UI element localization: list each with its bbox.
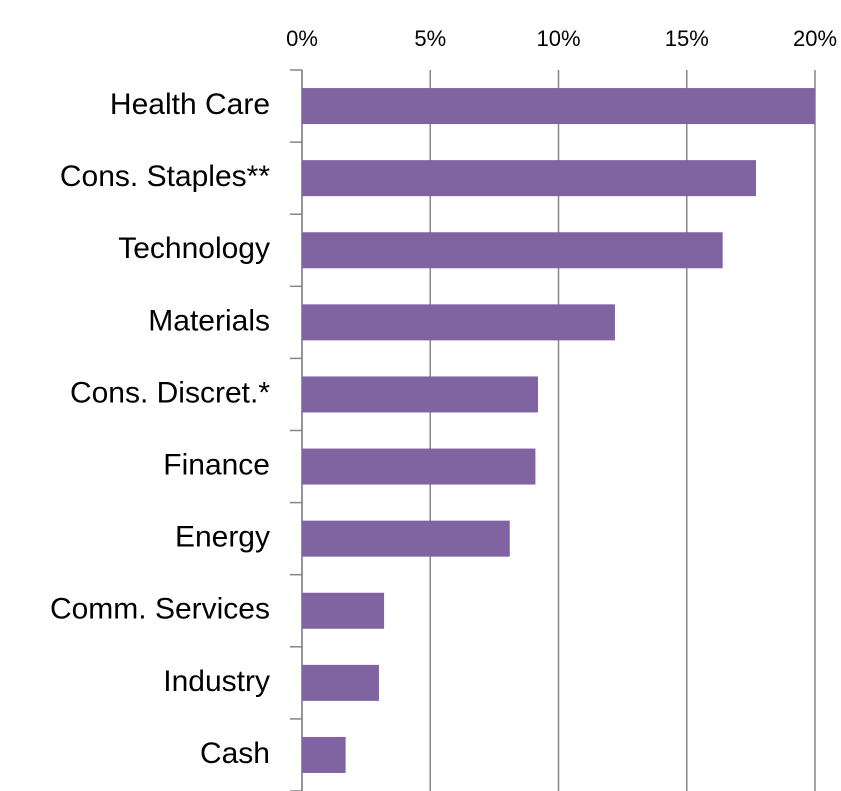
y-tick-label: Energy: [175, 521, 270, 554]
y-tick-label: Technology: [118, 232, 270, 265]
y-tick-label: Health Care: [110, 88, 270, 121]
bar: [302, 88, 815, 125]
bar: [302, 304, 615, 341]
y-tick-label: Finance: [163, 448, 270, 481]
y-tick-label: Cons. Discret.*: [70, 376, 270, 409]
bar: [302, 448, 536, 485]
x-tick-label: 5%: [414, 26, 446, 51]
y-tick-label: Materials: [148, 304, 270, 337]
bar: [302, 664, 379, 701]
bar: [302, 160, 757, 197]
y-tick-label: Industry: [163, 665, 270, 698]
bar: [302, 736, 346, 773]
x-tick-label: 20%: [793, 26, 837, 51]
bar: [302, 232, 723, 269]
y-tick-label: Cash: [200, 737, 270, 770]
bar: [302, 376, 538, 413]
x-tick-label: 0%: [286, 26, 318, 51]
bar: [302, 520, 510, 557]
y-tick-label: Cons. Staples**: [60, 160, 270, 193]
x-tick-label: 10%: [536, 26, 580, 51]
bar: [302, 592, 385, 629]
x-tick-label: 15%: [665, 26, 709, 51]
y-tick-label: Comm. Services: [50, 593, 270, 626]
